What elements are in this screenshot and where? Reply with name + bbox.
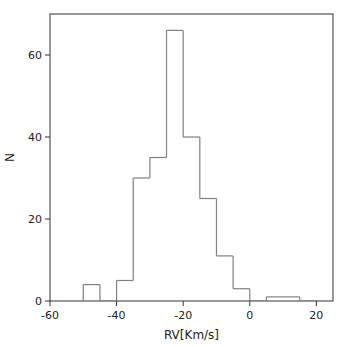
histogram-step <box>133 177 150 178</box>
x-tick-label: 20 <box>309 309 323 322</box>
y-tick-label: 20 <box>28 213 42 226</box>
step-riser <box>233 256 234 289</box>
histogram-step <box>117 280 134 281</box>
y-axis-label: N <box>3 153 17 162</box>
x-tick-label: 0 <box>246 309 253 322</box>
x-tick <box>249 301 250 306</box>
histogram-step <box>100 300 117 301</box>
step-riser <box>99 285 100 301</box>
x-tick-label: -20 <box>174 309 192 322</box>
step-riser <box>199 137 200 199</box>
histogram-step <box>167 30 184 31</box>
histogram-step <box>233 288 250 289</box>
step-riser <box>149 158 150 179</box>
histogram-step <box>150 157 167 158</box>
x-axis-label: RV[Km/s] <box>164 328 219 342</box>
y-tick <box>45 137 50 138</box>
y-tick-label: 0 <box>35 295 42 308</box>
histogram-step <box>216 255 233 256</box>
histogram-step <box>283 296 300 297</box>
step-riser <box>166 30 167 157</box>
step-riser <box>83 285 84 301</box>
step-riser <box>266 297 267 301</box>
step-riser <box>133 178 134 281</box>
x-tick <box>183 301 184 306</box>
step-riser <box>299 297 300 301</box>
y-tick <box>45 55 50 56</box>
step-riser <box>249 289 250 301</box>
x-tick-label: -40 <box>108 309 126 322</box>
y-tick-label: 40 <box>28 131 42 144</box>
y-tick <box>45 301 50 302</box>
x-tick <box>50 301 51 306</box>
step-riser <box>116 281 117 302</box>
histogram-step <box>250 300 267 301</box>
histogram-step <box>200 198 217 199</box>
histogram-step <box>266 296 283 297</box>
y-tick <box>45 219 50 220</box>
y-tick-label: 60 <box>28 49 42 62</box>
histogram-step <box>83 284 100 285</box>
step-riser <box>183 30 184 137</box>
plot-frame <box>50 14 333 301</box>
step-riser <box>216 199 217 256</box>
chart: -60 -40 -20 0 20 0 20 40 60 RV[Km/s] N <box>0 0 349 347</box>
plot-area <box>83 30 316 301</box>
x-tick-label: -60 <box>41 309 59 322</box>
x-tick <box>116 301 117 306</box>
x-tick <box>316 301 317 306</box>
histogram-step <box>183 136 200 137</box>
histogram-step <box>300 300 317 301</box>
